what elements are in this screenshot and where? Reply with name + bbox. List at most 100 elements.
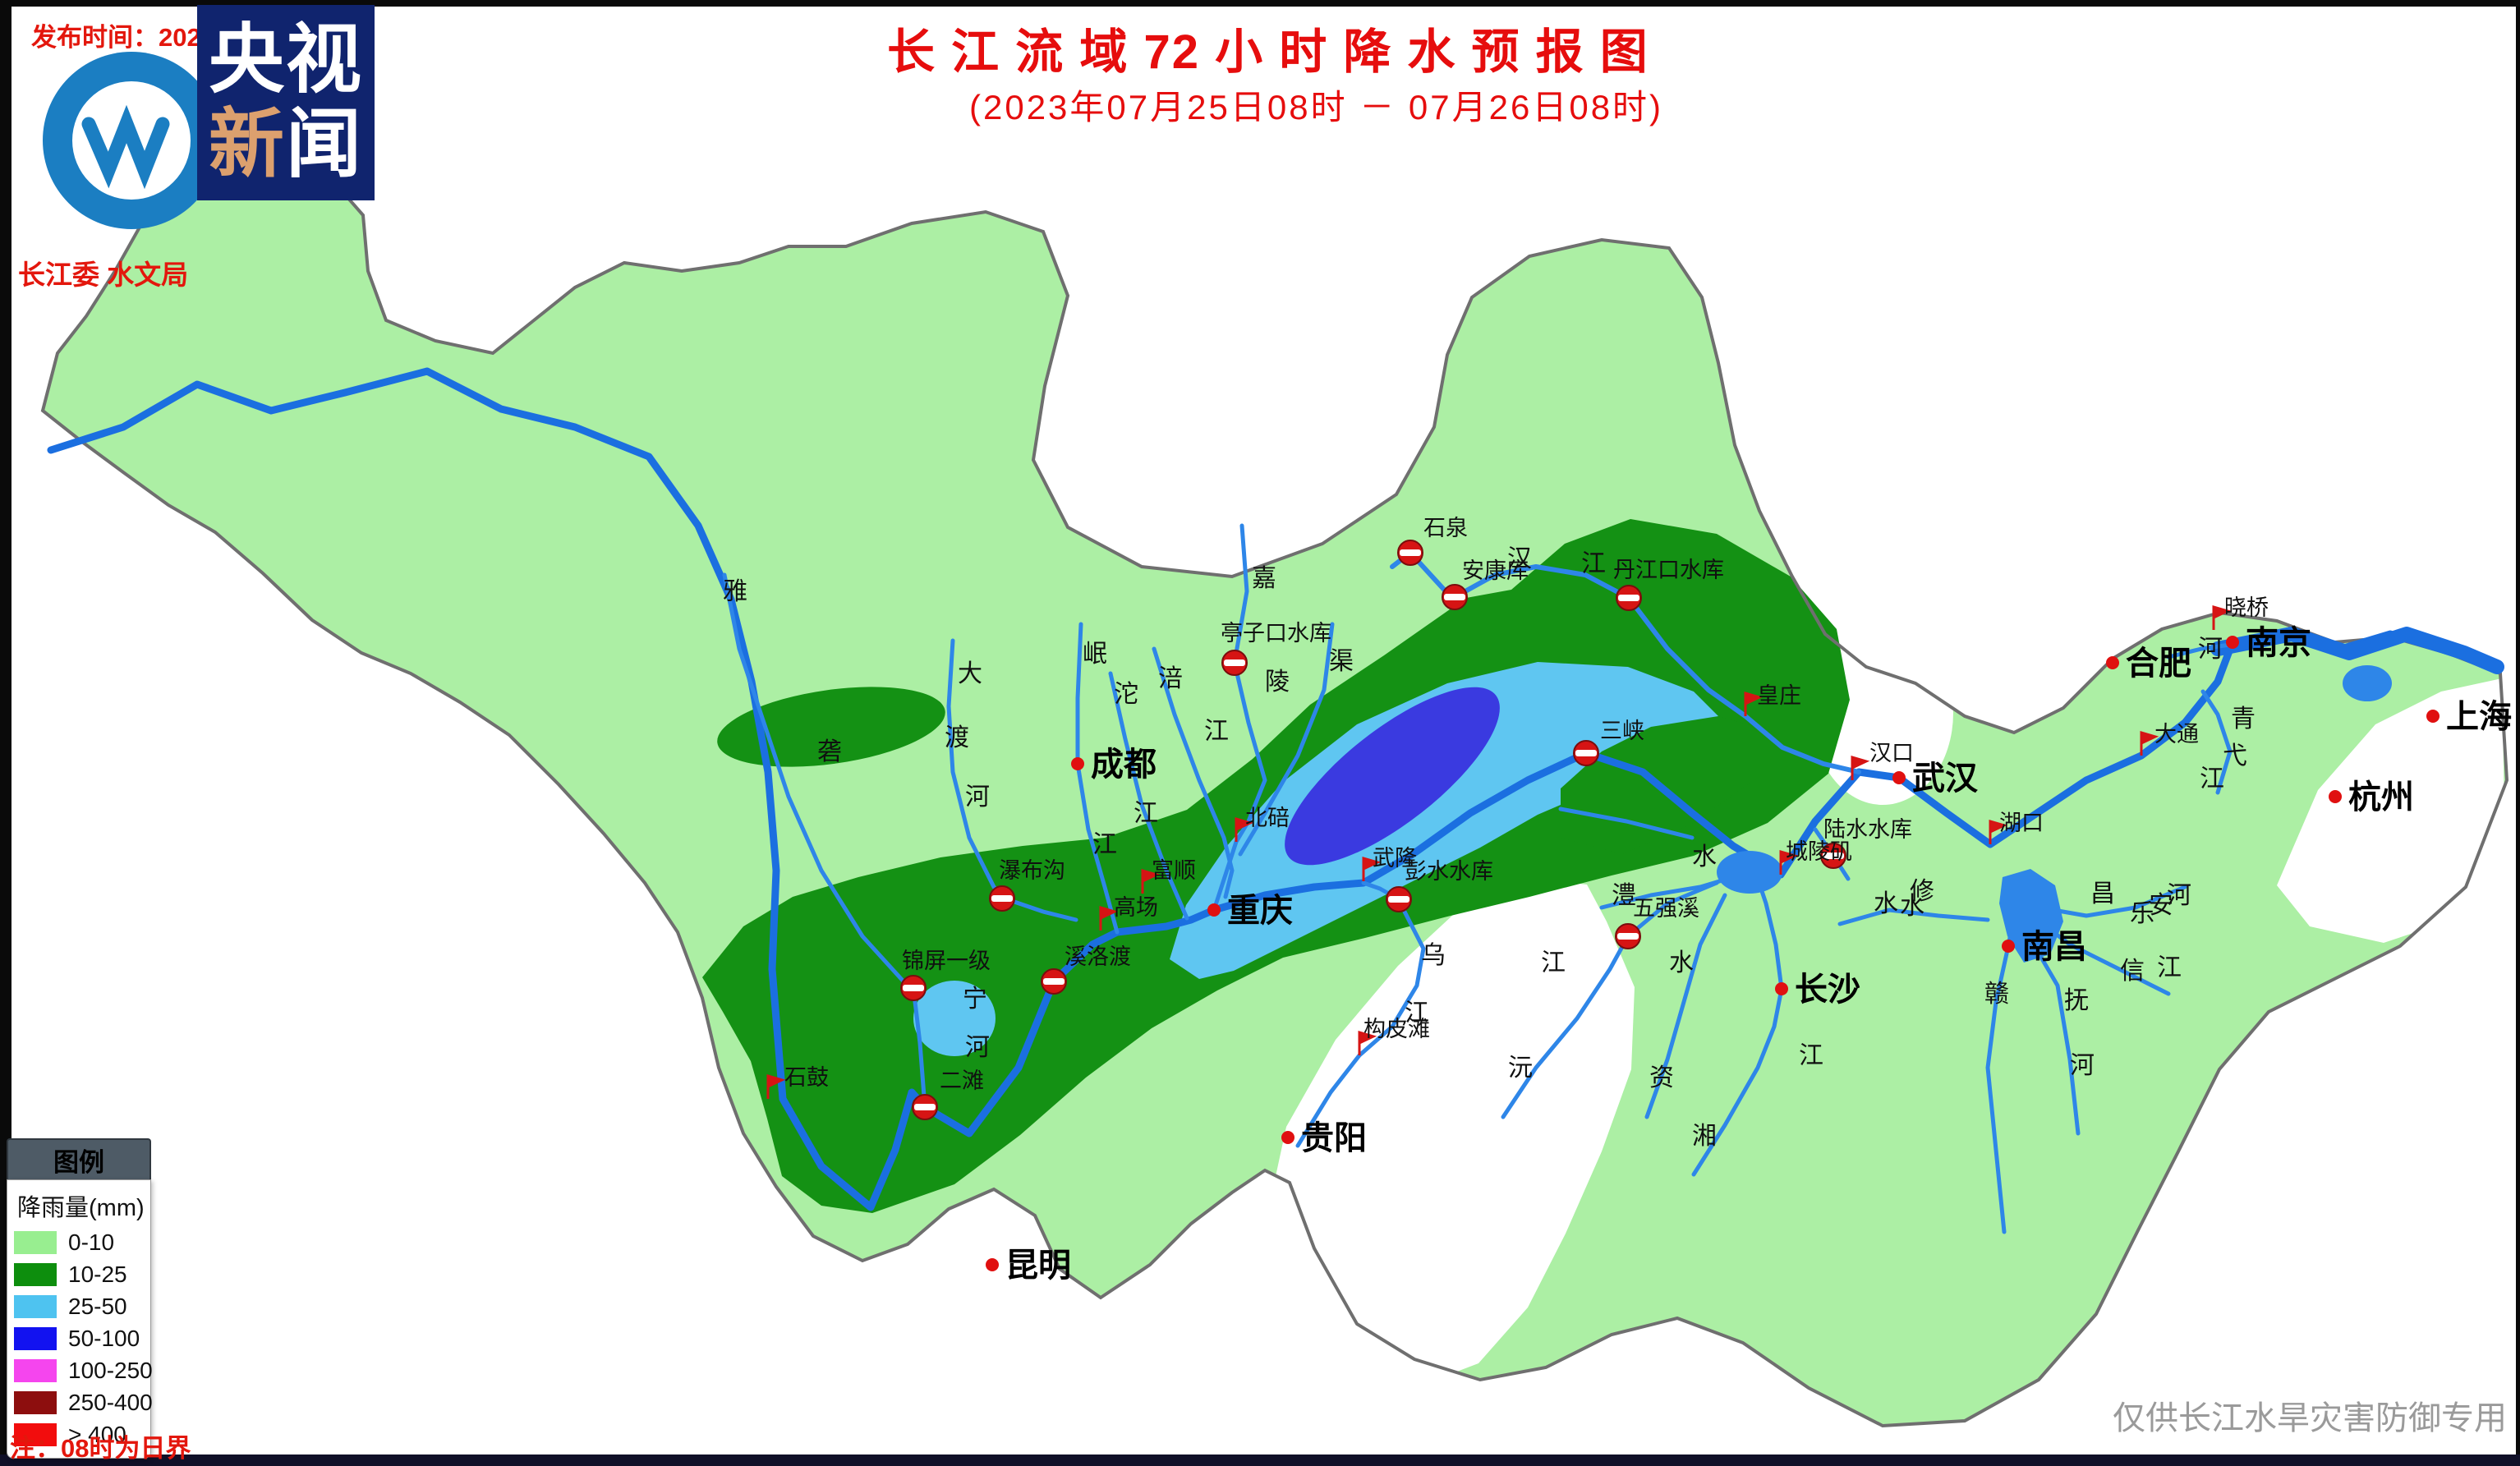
river-label: 沅 (1508, 1055, 1533, 1082)
legend-body: 降雨量(mm) 0-10 10-25 25-50 50-100 100-250 250-4… (7, 1179, 153, 1459)
logo-char-xin: 新 (208, 103, 286, 186)
river-label: 乌 (1421, 942, 1446, 969)
river-yalong (722, 572, 927, 1110)
station-label: 亭子口水库 (1221, 621, 1331, 646)
legend-range-label: 25-50 (68, 1294, 127, 1319)
river-qingyi (2200, 689, 2233, 795)
river-tuo (1108, 671, 1189, 921)
river-label: 安 (2149, 892, 2173, 919)
station-marker-circle-icon (989, 885, 1015, 912)
river-label: 水 (1692, 843, 1717, 871)
river-label: 江 (1204, 718, 1229, 745)
city-label: 成都 (1091, 746, 1157, 783)
city-label: 杭州 (2348, 779, 2414, 816)
city-marker: 南京 (2226, 624, 2311, 661)
station-flag-icon (2140, 730, 2159, 756)
station-marker-circle-icon (1221, 650, 1248, 676)
cctv-news-logo-line1: 央视 (208, 17, 363, 102)
city-dot-icon (1071, 757, 1084, 770)
river-min (1075, 622, 1120, 935)
legend-color-swatch (14, 1231, 57, 1254)
legend-range-label: 50-100 (68, 1326, 140, 1351)
legend-item: 250-400 (14, 1390, 153, 1416)
city-label: 上海 (2446, 698, 2512, 735)
river-label: 水 (1669, 949, 1694, 977)
station-flag-icon (1744, 691, 1764, 716)
river-label: 弋 (2223, 742, 2247, 770)
river-jialing (1212, 523, 1267, 912)
city-marker: 合肥 (2106, 645, 2191, 682)
logo-wave-w-icon (81, 104, 170, 190)
river-label: 河 (2167, 882, 2191, 909)
river-label: 河 (965, 1034, 990, 1061)
city-dot-icon (2106, 656, 2119, 669)
page-subtitle: (2023年07月25日08时 － 07月26日08时) (969, 88, 1664, 126)
river-label: 湘 (1692, 1123, 1717, 1150)
cctv-news-logo-line2: 新闻 (209, 103, 363, 187)
station-marker-circle-icon (1442, 584, 1468, 610)
station-label: 大通 (2154, 722, 2199, 747)
city-marker: 武汉 (1892, 760, 1979, 797)
city-marker: 上海 (2426, 698, 2512, 735)
river-label: 信 (2120, 958, 2145, 985)
river-estuary (2210, 627, 2504, 674)
river-label: 砻 (817, 738, 842, 765)
city-dot-icon (1892, 771, 1906, 784)
river-label: 河 (965, 784, 990, 811)
station-label: 丹江口水库 (1613, 558, 1724, 582)
legend-item: > 400 (14, 1422, 145, 1448)
station-marker-circle-icon (1820, 843, 1846, 869)
river-label: 渠 (1329, 648, 1354, 675)
river-label: 嘉 (1252, 565, 1276, 592)
station-label: 五强溪 (1633, 896, 1699, 921)
river-label: 水 (1900, 893, 1924, 920)
lake-poyang (1999, 869, 2063, 963)
station-marker-circle-icon (1397, 540, 1423, 566)
river-yuan (1501, 880, 1719, 1119)
city-dot-icon (2002, 940, 2015, 953)
agency-text: 长江委 水文局 (18, 260, 189, 290)
city-label: 昆明 (1005, 1247, 1071, 1284)
station-flag-icon (1141, 868, 1161, 894)
river-label: 江 (1092, 831, 1117, 858)
legend-color-swatch (14, 1295, 57, 1318)
station-label: 三峡 (1600, 719, 1644, 743)
city-label: 长沙 (1795, 971, 1860, 1008)
legend-color-swatch (14, 1359, 57, 1382)
river-label: 昌 (2090, 880, 2115, 908)
river-zi (1644, 893, 1727, 1119)
station-marker-circle-icon (912, 1094, 938, 1120)
page-title: 长 江 流 域 72 小 时 降 水 预 报 图 (887, 25, 1649, 79)
river-xiang (1691, 876, 1784, 1177)
city-dot-icon (1775, 982, 1788, 995)
station-label: 富顺 (1152, 858, 1196, 883)
river-label: 雅 (723, 578, 747, 605)
legend-range-label: > 400 (68, 1422, 126, 1447)
river-label: 沱 (1114, 681, 1138, 708)
legend-range-label: 250-400 (68, 1390, 153, 1415)
river-label: 抚 (2064, 987, 2089, 1014)
river-dadu (946, 638, 1078, 922)
station-flag-icon (766, 1073, 786, 1099)
station-label: 北碚 (1245, 806, 1290, 830)
city-label: 南京 (2246, 624, 2311, 661)
station-label: 安康库 (1462, 558, 1529, 583)
city-marker: 昆明 (986, 1247, 1071, 1284)
legend-color-swatch (14, 1423, 57, 1446)
river-label: 江 (2157, 954, 2182, 981)
river-fujiang (1152, 646, 1235, 899)
legend-range-label: 10-25 (68, 1261, 127, 1287)
legend-range-label: 0-10 (68, 1229, 115, 1255)
river-label: 江 (1799, 1042, 1823, 1069)
river-label: 修 (1910, 878, 1934, 905)
legend-item: 100-250 (14, 1358, 153, 1384)
station-label: 瀑布沟 (999, 858, 1065, 883)
frame-border-left (0, 0, 11, 1466)
river-xiushui (1837, 908, 1990, 926)
river-label: 江 (2200, 765, 2224, 793)
river-label: 陵 (1265, 669, 1290, 696)
rain-band-10-25-west-patch (717, 687, 945, 767)
city-marker: 长沙 (1775, 971, 1860, 1008)
